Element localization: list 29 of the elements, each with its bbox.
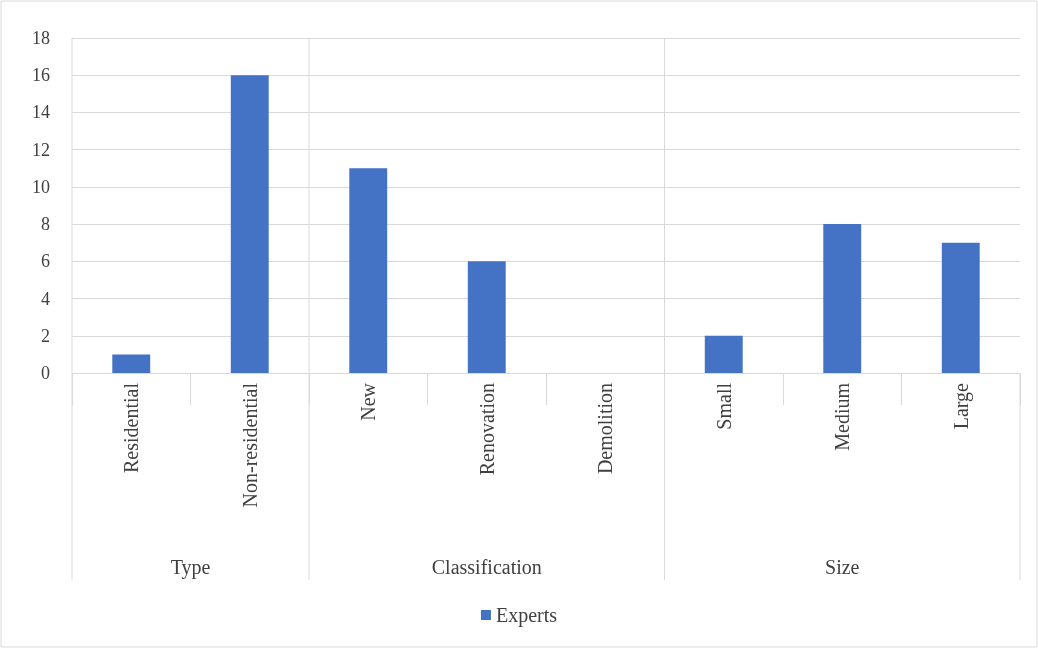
x-tick-label: Small [712, 382, 735, 430]
text: Type [170, 556, 211, 579]
bar [704, 335, 743, 373]
y-tick-label: 18 [32, 28, 50, 48]
x-tick-label: Non-residential [238, 382, 261, 508]
y-tick-label: 4 [41, 288, 50, 309]
y-tick-label: 0 [41, 363, 50, 383]
y-tick-label: 14 [32, 102, 50, 123]
y-tick-label: 6 [41, 251, 50, 272]
text: Classification [431, 556, 542, 578]
x-tick-label: Demolition [594, 383, 617, 475]
bar [467, 261, 506, 373]
y-tick-label: 16 [32, 65, 50, 86]
x-tick-label: Medium [831, 382, 854, 451]
y-tick-label: 10 [32, 176, 50, 197]
bar [349, 168, 388, 373]
bar [941, 242, 980, 373]
x-tick-label: Residential [120, 382, 143, 473]
y-tick-label: 2 [41, 325, 50, 346]
x-tick-label: Large [949, 382, 973, 430]
bar [823, 224, 862, 373]
bar [112, 354, 151, 373]
legend-label: Experts [495, 604, 558, 627]
bar [230, 75, 269, 373]
y-tick-label: 12 [32, 139, 50, 160]
x-tick-label: New [357, 382, 380, 421]
y-tick-label: 8 [41, 214, 50, 235]
text: Size [825, 556, 860, 578]
x-tick-label: Renovation [475, 383, 498, 476]
